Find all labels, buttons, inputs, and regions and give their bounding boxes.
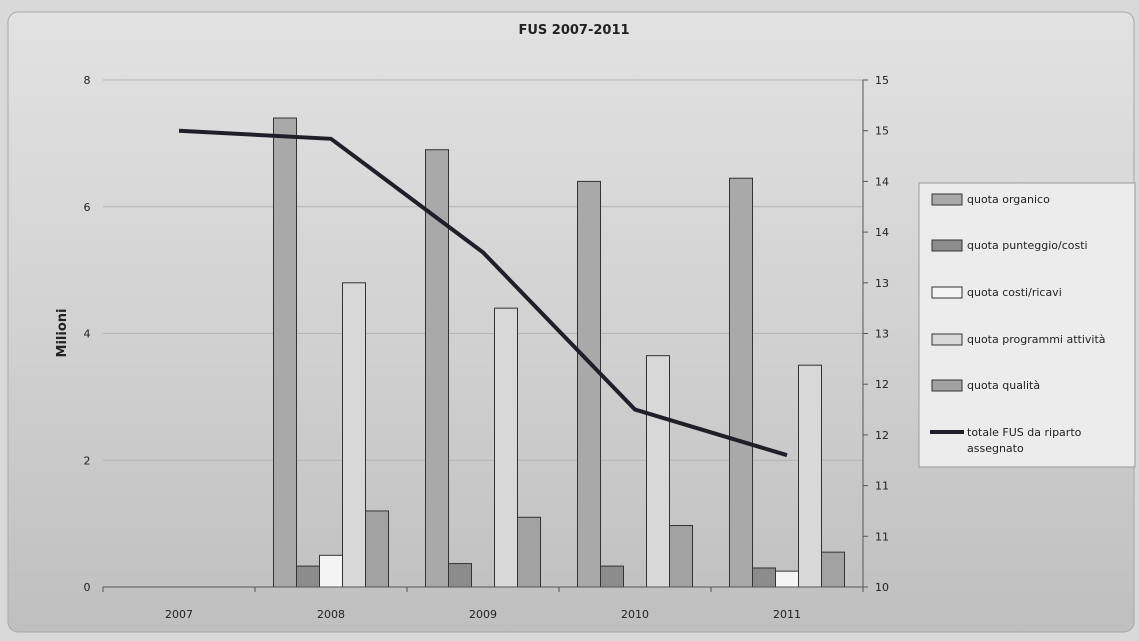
y-left-tick-label: 6: [84, 201, 91, 214]
legend-label: quota costi/ricavi: [967, 286, 1062, 299]
legend: quota organico quota punteggio/costi quota…: [918, 182, 1136, 468]
legend-swatch: [931, 333, 963, 346]
y-right-tick-label: 11: [875, 480, 889, 493]
legend-swatch: [931, 379, 963, 392]
y-right-tick-label: 12: [875, 378, 889, 391]
bar: [273, 117, 297, 588]
bar: [600, 565, 624, 588]
x-tick-label: 2009: [469, 608, 497, 621]
bar: [821, 551, 845, 588]
legend-label: quota programmi attività: [967, 333, 1106, 346]
legend-label: assegnato: [967, 442, 1024, 455]
bar: [517, 516, 541, 588]
bar: [319, 554, 343, 588]
y-right-tick-label: 14: [875, 226, 889, 239]
x-tick-label: 2011: [773, 608, 801, 621]
y-right-tick-label: 13: [875, 277, 889, 290]
legend-swatch: [931, 286, 963, 299]
legend-label: quota punteggio/costi: [967, 239, 1088, 252]
total-line: [178, 128, 788, 458]
chart-title: FUS 2007-2011: [518, 23, 629, 38]
y-right-tick-label: 15: [875, 125, 889, 138]
bar: [752, 567, 776, 588]
legend-label: quota qualità: [967, 379, 1040, 392]
y-right-tick-label: 13: [875, 328, 889, 341]
bar: [646, 355, 670, 588]
y-right-tick-label: 12: [875, 429, 889, 442]
y-right-tick-label: 14: [875, 175, 889, 188]
y-right-tick-label: 15: [875, 74, 889, 87]
bar: [798, 364, 822, 588]
bar: [669, 525, 693, 588]
line-series: [178, 128, 788, 458]
bar: [425, 149, 449, 588]
y-left-tick-label: 8: [84, 74, 91, 87]
y-left-tick-label: 2: [84, 454, 91, 467]
bar: [494, 307, 518, 588]
bar: [448, 563, 472, 588]
bar: [729, 177, 753, 588]
y-left-tick-label: 0: [84, 581, 91, 594]
legend-swatch: [931, 239, 963, 252]
legend-swatch: [931, 193, 963, 206]
x-tick-label: 2007: [165, 608, 193, 621]
legend-label: quota organico: [967, 193, 1050, 206]
x-tick-label: 2010: [621, 608, 649, 621]
y-right-tick-label: 10: [875, 581, 889, 594]
bar: [296, 565, 320, 588]
legend-label: totale FUS da riparto: [967, 426, 1082, 439]
y-left-tick-label: 4: [84, 328, 91, 341]
bar: [342, 282, 366, 588]
bar: [577, 180, 601, 588]
bar: [365, 510, 389, 588]
axes: 0 2 4 6 8 10 11 11 12 12 13 13 14 14 15 15 2007 2008 2009 2…: [84, 74, 890, 621]
y-axis-label: Milioni: [55, 309, 70, 358]
x-tick-label: 2008: [317, 608, 345, 621]
legend-box: [918, 182, 1136, 468]
bar: [775, 570, 799, 588]
y-right-tick-label: 11: [875, 530, 889, 543]
